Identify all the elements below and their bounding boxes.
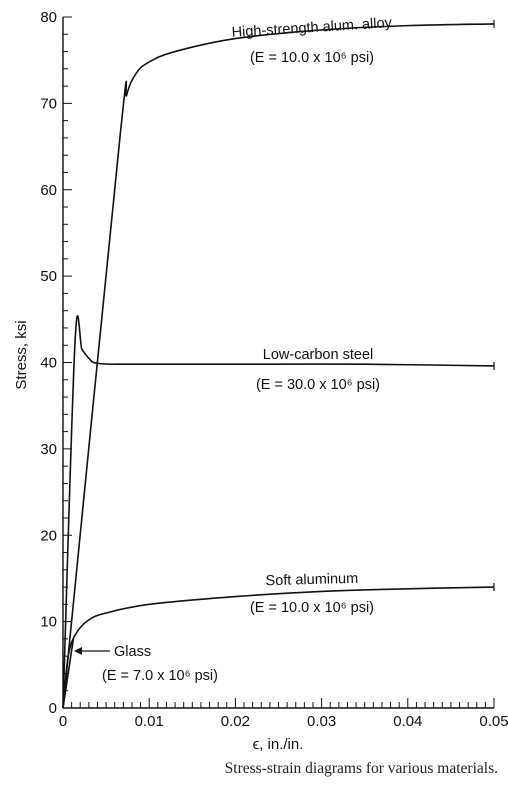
y-tick-label: 10 [40,614,57,631]
x-tick-label: 0.05 [479,713,508,730]
series-line-low-carbon-steel [62,315,495,709]
tick-labels: 0 10 20 30 40 50 60 70 80 0 0.01 0.02 0.03 0.04 0.05 [40,9,508,730]
label-glass: Glass [114,644,151,660]
x-tick-label: 0.03 [307,713,336,730]
y-tick-label: 30 [40,441,57,458]
y-tick-label: 0 [49,700,57,717]
y-tick-label: 60 [40,182,57,199]
modulus-soft-aluminum: (E = 10.0 x 10⁶ psi) [250,600,374,616]
label-high-strength-alloy: High-strength alum. alloy [231,15,393,41]
y-tick-label: 20 [40,527,57,544]
y-tick-label: 50 [40,268,57,285]
series-line-glass [62,638,75,709]
series-line-high-strength-alum-alloy [62,23,495,709]
x-tick-label: 0.01 [135,713,164,730]
modulus-glass: (E = 7.0 x 10⁶ psi) [102,668,218,684]
label-low-carbon-steel: Low-carbon steel [263,347,373,363]
label-soft-aluminum: Soft aluminum [265,571,358,589]
y-axis-label: Stress, ksi [13,320,30,389]
modulus-high-strength-alloy: (E = 10.0 x 10⁶ psi) [250,50,374,66]
x-tick-label: 0 [59,713,67,730]
modulus-low-carbon-steel: (E = 30.0 x 10⁶ psi) [256,377,380,393]
glass-arrow-head [74,647,82,655]
x-axis-label: ϵ, in./in. [253,736,304,753]
series-lines [62,19,495,709]
x-tick-label: 0.02 [221,713,250,730]
caption-text: Stress-strain diagrams for various mater… [224,760,498,777]
figure-caption: Stress-strain diagrams for various mater… [0,760,508,778]
y-tick-label: 80 [40,9,57,26]
x-tick-label: 0.04 [393,713,422,730]
y-tick-label: 70 [40,95,57,112]
y-tick-label: 40 [40,355,57,372]
